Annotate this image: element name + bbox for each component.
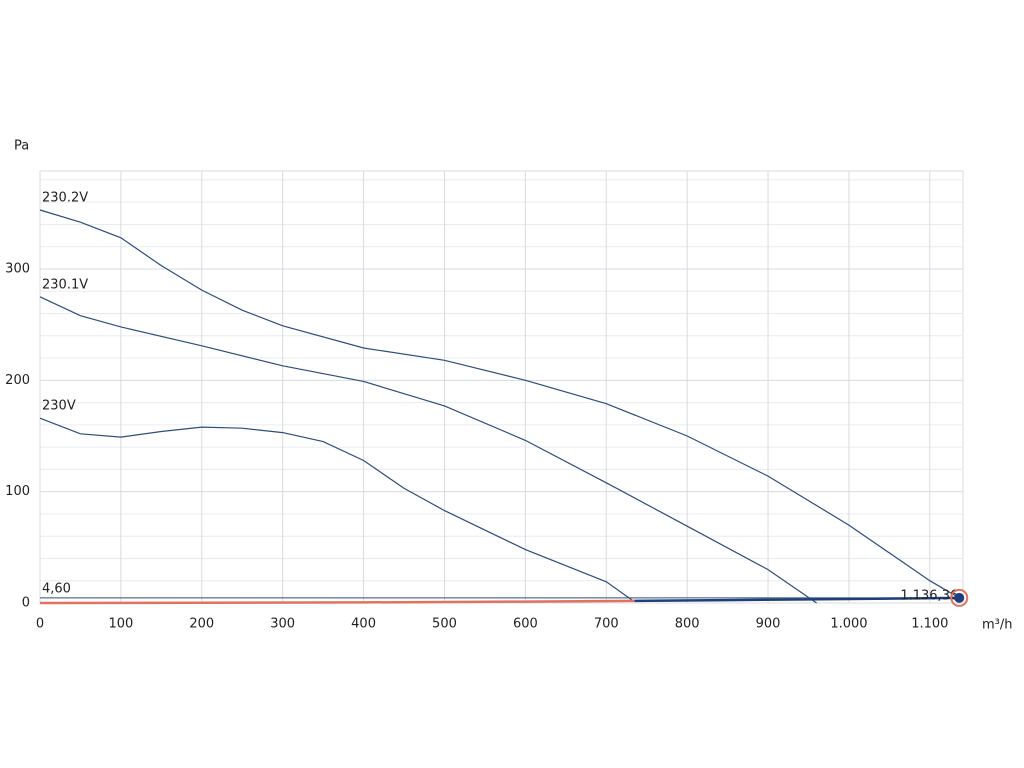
system-curve (39, 599, 635, 605)
y-tick-label: 0 (22, 596, 30, 611)
system-curve (634, 596, 960, 603)
y-tick-label: 200 (5, 373, 30, 388)
x-tick-label: 400 (351, 617, 376, 632)
x-tick-label: 100 (108, 617, 133, 632)
x-tick-label: 1.000 (830, 617, 867, 632)
fan-curve (39, 296, 817, 604)
x-tick-label: 500 (432, 617, 457, 632)
curve-label: 230.2V (42, 190, 88, 205)
operating-point-ring (950, 588, 969, 607)
fan-curve (39, 417, 634, 602)
x-tick-label: 0 (36, 617, 44, 632)
operating-pressure-label: 4,60 (42, 581, 71, 596)
y-tick-label: 300 (5, 261, 30, 276)
x-tick-label: 200 (189, 617, 214, 632)
y-tick-label: 100 (5, 484, 30, 499)
curve-label: 230V (42, 399, 76, 414)
curve-label: 230.1V (42, 277, 88, 292)
fan-curve (39, 209, 960, 599)
x-tick-label: 800 (675, 617, 700, 632)
x-tick-label: 300 (270, 617, 295, 632)
x-tick-label: 600 (513, 617, 538, 632)
operating-flow-label: 1.136,36 (900, 588, 958, 603)
operating-point (954, 592, 965, 603)
x-tick-label: 700 (594, 617, 619, 632)
plot-area (39, 170, 964, 604)
x-axis-label: m³/h (982, 618, 1013, 633)
x-tick-label: 900 (756, 617, 781, 632)
x-tick-label: 1.100 (911, 617, 948, 632)
y-axis-label: Pa (14, 139, 29, 154)
